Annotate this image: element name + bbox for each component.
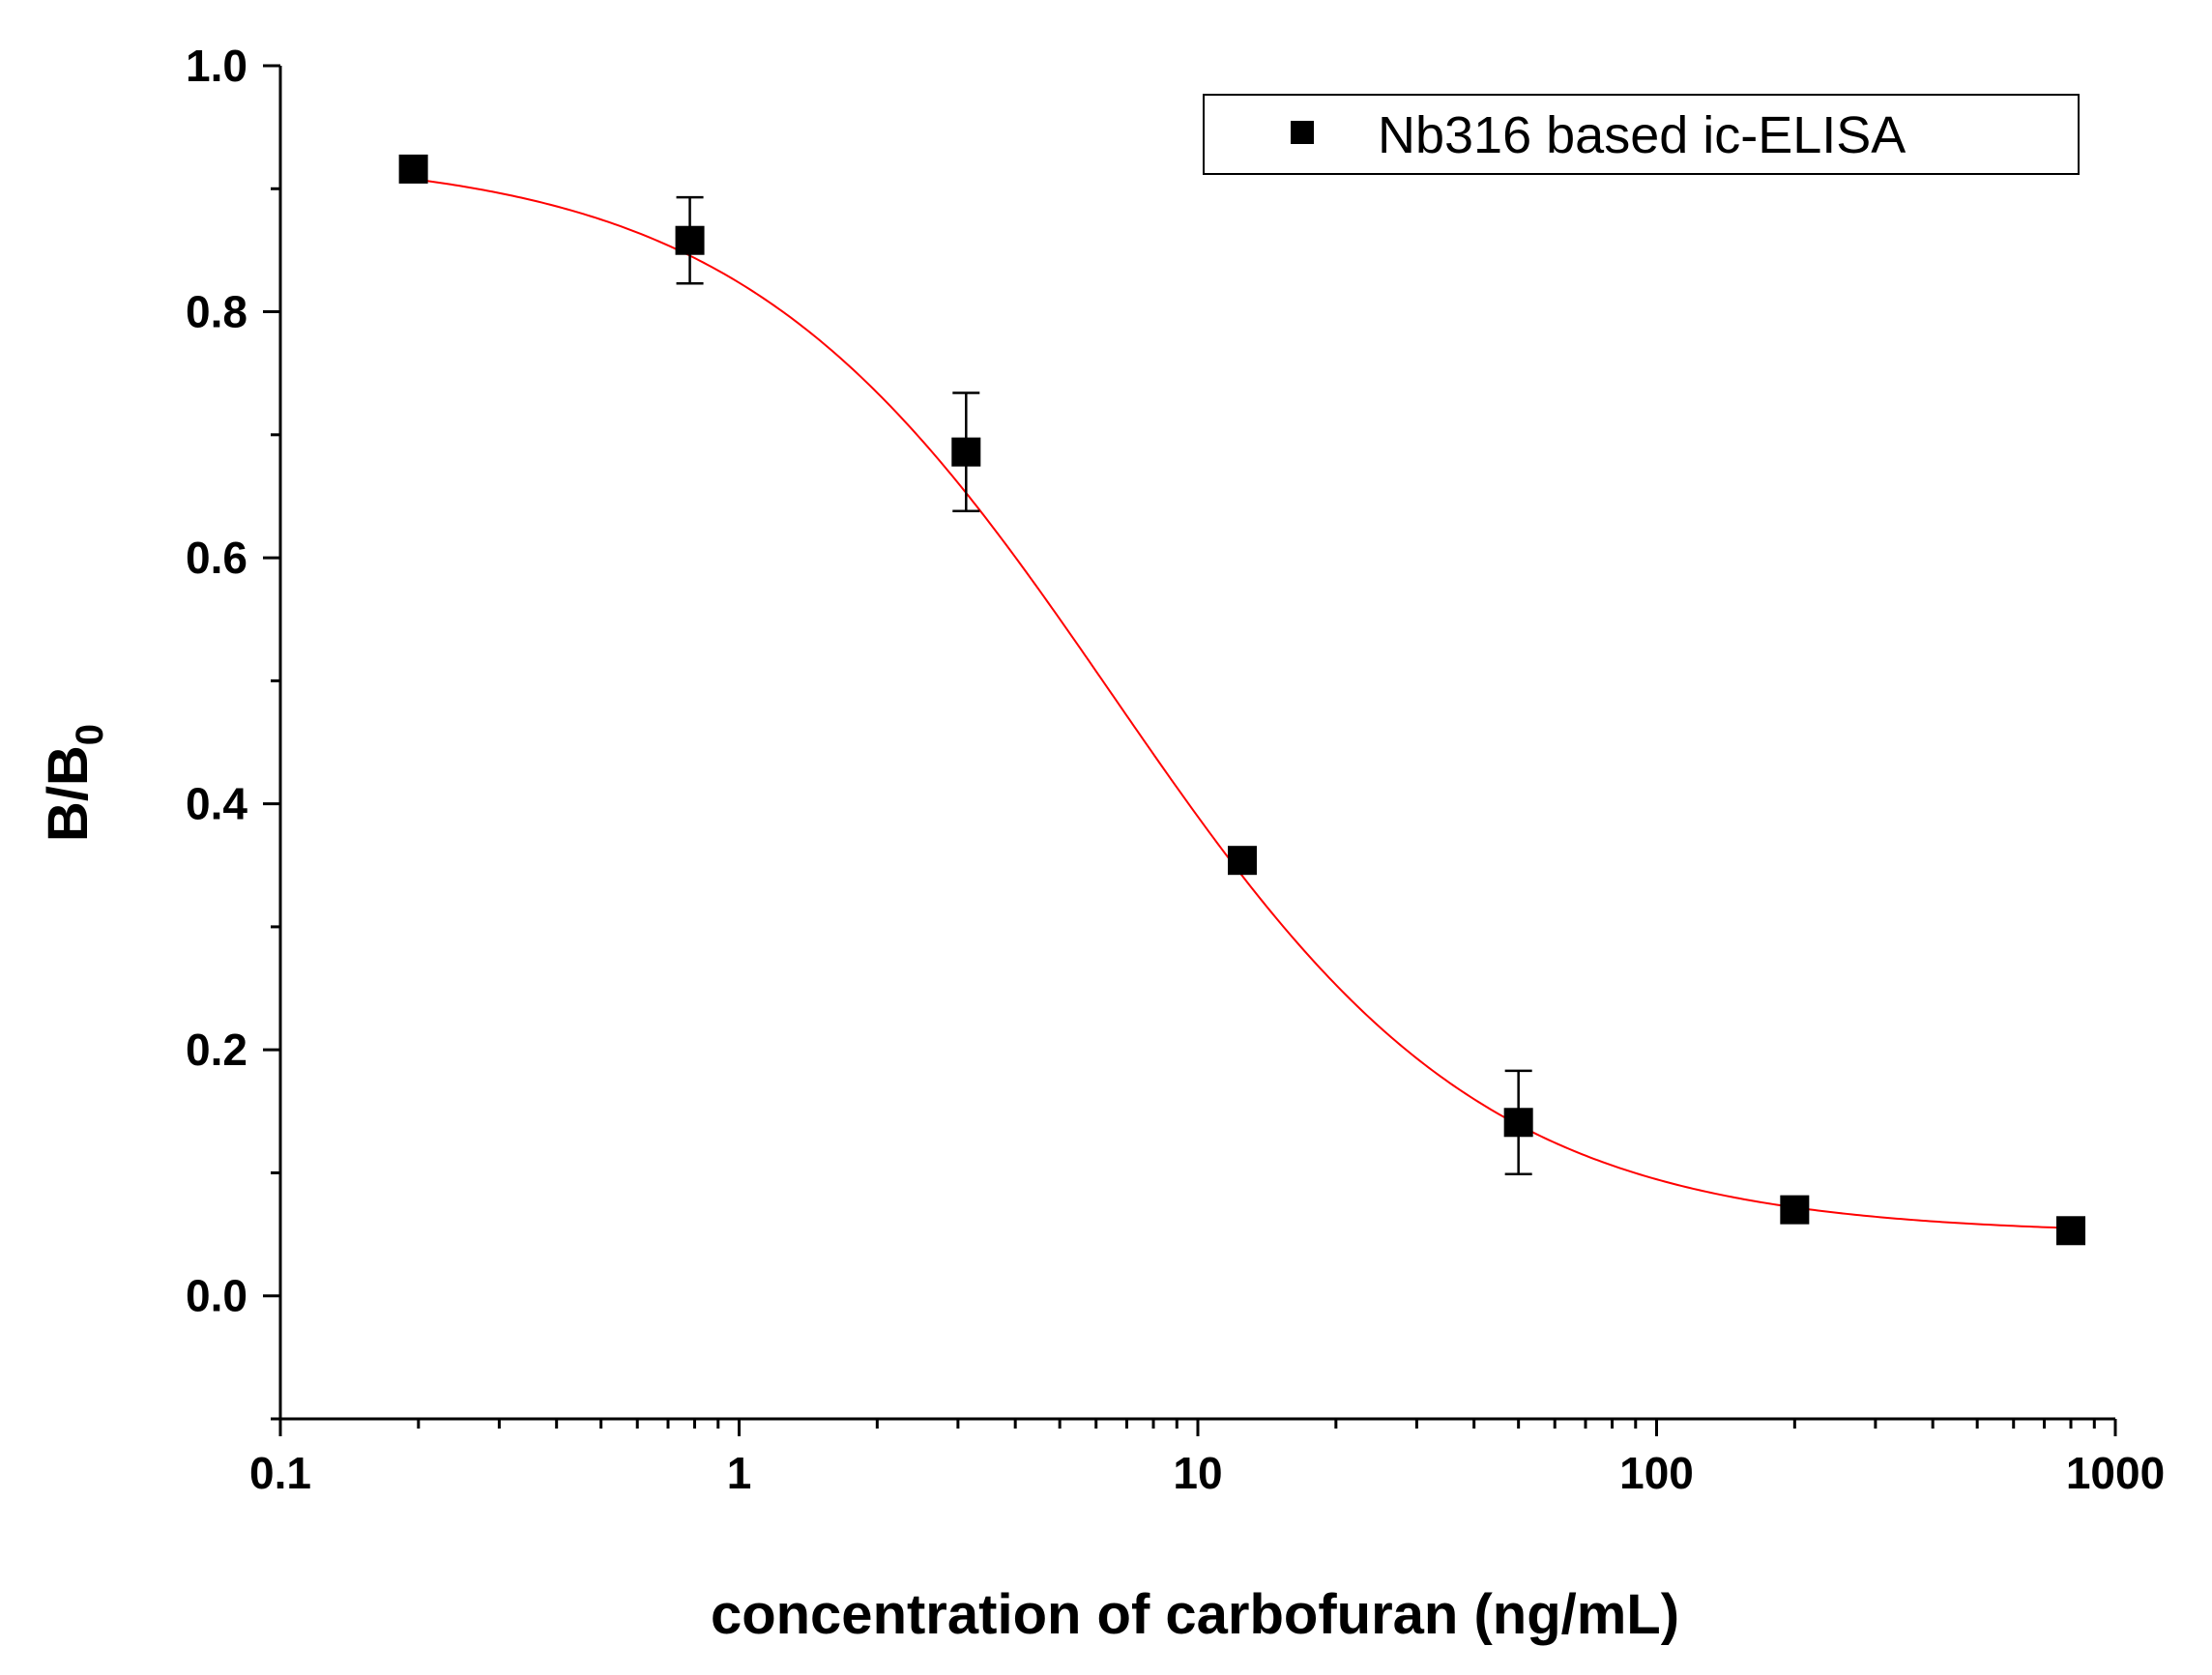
legend-entry-label: Nb316 based ic-ELISA (1378, 106, 1906, 164)
data-layer (398, 154, 2086, 1246)
x-tick-label: 10 (1173, 1448, 1222, 1498)
y-tick-label: 0.2 (186, 1025, 247, 1075)
axes: 0.0 0.2 0.4 0.6 0.8 1.0 0.1 1 10 100 1000 (186, 41, 2165, 1498)
y-axis-title: B/B0 (37, 724, 111, 842)
y-tick-label: 1.0 (186, 41, 247, 91)
legend-box (1203, 94, 2080, 175)
x-tick-label: 100 (1619, 1448, 1694, 1498)
data-point (2056, 1216, 2086, 1246)
data-point (1227, 846, 1257, 876)
y-axis-title-main: B/B (37, 745, 100, 842)
data-point (1503, 1108, 1533, 1138)
data-point (675, 225, 705, 255)
x-tick-label: 0.1 (249, 1448, 311, 1498)
data-point (951, 437, 981, 467)
legend-marker (1291, 121, 1314, 144)
x-axis-title: concentration of carbofuran (ng/mL) (711, 1583, 1679, 1646)
fit-curve (413, 178, 2072, 1229)
y-axis-title-subscript: 0 (69, 724, 111, 745)
x-tick-label: 1 (727, 1448, 752, 1498)
data-point (398, 154, 428, 184)
y-tick-label: 0.8 (186, 287, 247, 337)
y-tick-label: 0.6 (186, 533, 247, 583)
fit-curve-layer (413, 178, 2072, 1229)
y-tick-label: 0.0 (186, 1271, 247, 1321)
x-tick-label: 1000 (2066, 1448, 2165, 1498)
y-tick-label: 0.4 (186, 779, 247, 829)
legend: Nb316 based ic-ELISA (1203, 94, 2080, 175)
data-point (1780, 1195, 1810, 1225)
